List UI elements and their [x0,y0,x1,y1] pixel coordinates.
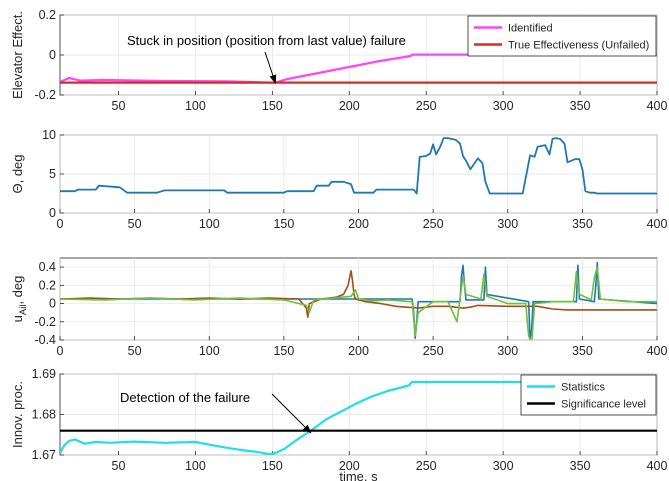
x-tick-label: 300 [493,99,514,113]
series-line-2 [60,269,657,319]
legend: Identified True Effectiveness (Unfailed) [467,15,657,57]
x-tick-label: 400 [647,99,668,113]
x-tick-label: 250 [423,217,444,231]
x-tick-label: 150 [262,459,283,473]
x-tick-label: 300 [497,217,518,231]
legend-label: Identified [508,23,553,35]
y-axis-label: Elevator Effect. [10,11,25,99]
legend-box [520,374,657,416]
y-axis-label: Θ, deg [10,154,25,193]
y-tick-label: 10 [42,128,56,142]
panel-4: 50 100 150 200 250 300 350 400 1.67 1.68 1.69 Innov… [10,367,667,481]
y-tick-label: 1.69 [32,367,56,381]
series-line-1 [60,53,657,84]
x-tick-label: 400 [647,459,668,473]
x-tick-label: 250 [416,99,437,113]
y-tick-label: 0.2 [39,8,56,22]
x-tick-label: 350 [572,344,593,358]
y-tick-label: 0.2 [39,278,56,292]
series-line-1 [60,381,567,455]
y-axis-label: uAil, deg [10,276,29,323]
x-tick-label: 100 [199,217,220,231]
x-tick-label: 100 [185,99,206,113]
x-tick-label: 50 [128,217,142,231]
x-tick-label: 50 [112,459,126,473]
x-tick-label: 150 [262,99,283,113]
panel-2: 0 50 100 150 200 250 300 350 400 0 5 10 Θ, deg [10,128,667,231]
y-tick-label: 1.68 [32,408,56,422]
x-tick-label: 350 [572,217,593,231]
annotation-text: Detection of the failure [120,390,250,405]
y-tick-label: -0.2 [34,315,56,329]
y-axis-label: Innov. proc. [10,381,25,448]
x-tick-label: 0 [57,344,64,358]
x-tick-label: 350 [570,459,591,473]
x-tick-label: 400 [647,344,668,358]
legend: Statistics Significance level [520,374,657,416]
y-tick-label: 0 [49,48,56,62]
y-tick-label: -0.2 [34,88,56,102]
x-tick-label: 200 [348,344,369,358]
y-tick-label: 0 [49,297,56,311]
panel-3: 0 50 100 150 200 250 300 350 400 -0.4 -0.2 0 0.2 0.4 u… [10,257,668,358]
y-tick-label: 5 [49,167,56,181]
y-tick-label: -0.4 [34,333,56,347]
annotation-arrow [271,393,312,434]
panel-1: 50 100 150 200 250 300 350 400 -0.2 0 0.2 Elevator … [10,8,667,113]
x-tick-label: 250 [416,459,437,473]
x-tick-label: 300 [493,459,514,473]
y-tick-label: 0.4 [39,260,56,274]
x-tick-label: 0 [57,217,64,231]
x-tick-label: 50 [112,99,126,113]
x-axis-label: time, s [339,469,378,481]
x-tick-label: 150 [273,344,294,358]
series-line-1 [60,137,657,195]
x-tick-label: 350 [570,99,591,113]
y-tick-label: 1.67 [32,448,56,462]
y-tick-label: 0 [49,206,56,220]
x-tick-label: 200 [339,459,360,473]
x-tick-label: 250 [423,344,444,358]
x-tick-label: 100 [199,344,220,358]
x-tick-label: 150 [273,217,294,231]
legend-box [467,15,657,57]
x-tick-label: 400 [647,217,668,231]
series-line-3 [60,266,657,340]
legend-label: Statistics [561,382,606,394]
x-tick-label: 300 [497,344,518,358]
annotation-text: Stuck in position (position from last va… [127,33,406,48]
legend-label: Significance level [561,399,646,411]
legend-label: True Effectiveness (Unfailed) [508,40,649,52]
x-tick-label: 50 [128,344,142,358]
annotation-arrow [264,51,277,84]
x-tick-label: 200 [348,217,369,231]
x-tick-label: 200 [339,99,360,113]
x-tick-label: 100 [185,459,206,473]
